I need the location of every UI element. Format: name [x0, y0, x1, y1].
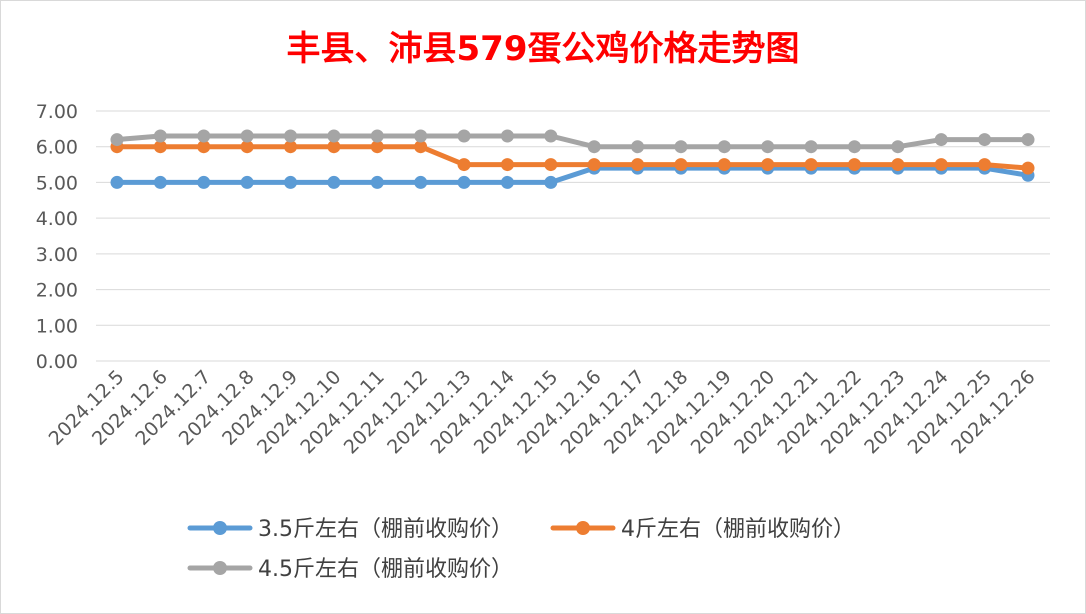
y-tick-label: 4.00	[36, 208, 78, 230]
data-point	[978, 158, 992, 172]
data-point	[587, 140, 601, 154]
legend-label: 3.5斤左右（棚前收购价）	[258, 517, 513, 542]
y-tick-label: 0.00	[36, 351, 78, 373]
legend-item: 4.5斤左右（棚前收购价）	[187, 557, 513, 582]
series-3	[110, 129, 1035, 154]
data-point	[153, 129, 167, 143]
data-point	[457, 129, 471, 143]
data-point	[804, 158, 818, 172]
data-point	[370, 175, 384, 189]
legend-item: 3.5斤左右（棚前收购价）	[187, 517, 513, 542]
data-point	[631, 140, 645, 154]
data-point	[240, 129, 254, 143]
data-point	[1021, 133, 1035, 147]
data-point	[240, 175, 254, 189]
chart-title: 丰县、沛县579蛋公鸡价格走势图	[287, 29, 800, 69]
data-point	[457, 158, 471, 172]
data-point	[631, 158, 645, 172]
data-point	[717, 140, 731, 154]
data-point	[891, 158, 905, 172]
data-point	[284, 140, 298, 154]
data-point	[500, 158, 514, 172]
legend-item: 4斤左右（棚前收购价）	[550, 517, 855, 542]
data-point	[284, 129, 298, 143]
y-tick-label: 1.00	[36, 315, 78, 337]
data-point	[197, 175, 211, 189]
data-point	[587, 158, 601, 172]
data-point	[934, 133, 948, 147]
data-point	[934, 158, 948, 172]
data-point	[1021, 161, 1035, 175]
data-point	[327, 140, 341, 154]
data-point	[717, 158, 731, 172]
y-tick-label: 6.00	[36, 137, 78, 159]
data-point	[197, 129, 211, 143]
data-point	[761, 140, 775, 154]
data-point	[153, 140, 167, 154]
data-point	[370, 129, 384, 143]
data-point	[370, 140, 384, 154]
data-point	[240, 140, 254, 154]
y-tick-label: 2.00	[36, 280, 78, 302]
data-point	[457, 175, 471, 189]
data-point	[847, 140, 861, 154]
legend-label: 4斤左右（棚前收购价）	[621, 517, 855, 542]
data-point	[674, 158, 688, 172]
series-2	[110, 140, 1035, 175]
y-tick-label: 7.00	[36, 101, 78, 123]
data-point	[847, 158, 861, 172]
data-point	[978, 133, 992, 147]
legend: 3.5斤左右（棚前收购价） 4斤左右（棚前收购价） 4.5斤左右（棚前收购价）	[187, 517, 855, 582]
data-point	[500, 129, 514, 143]
series-line	[114, 133, 1031, 150]
data-point	[500, 175, 514, 189]
legend-swatch-marker	[576, 521, 590, 535]
y-tick-label: 3.00	[36, 244, 78, 266]
data-point	[327, 175, 341, 189]
series-line	[114, 165, 1031, 185]
data-point	[414, 175, 428, 189]
data-point	[284, 175, 298, 189]
data-point	[110, 175, 124, 189]
data-point	[197, 140, 211, 154]
y-axis-ticks: 0.00 1.00 2.00 3.00 4.00 5.00 6.00 7.00	[36, 101, 78, 373]
legend-swatch-marker	[213, 521, 227, 535]
data-point	[414, 140, 428, 154]
legend-swatch-marker	[213, 561, 227, 575]
data-point	[327, 129, 341, 143]
data-point	[544, 129, 558, 143]
data-point	[891, 140, 905, 154]
data-point	[544, 158, 558, 172]
data-point	[804, 140, 818, 154]
data-point	[674, 140, 688, 154]
data-point	[153, 175, 167, 189]
data-point	[110, 133, 124, 147]
data-point	[761, 158, 775, 172]
series-lines	[110, 129, 1035, 189]
series-line	[114, 144, 1031, 171]
data-point	[414, 129, 428, 143]
legend-label: 4.5斤左右（棚前收购价）	[258, 557, 513, 582]
data-point	[544, 175, 558, 189]
y-tick-label: 5.00	[36, 172, 78, 194]
